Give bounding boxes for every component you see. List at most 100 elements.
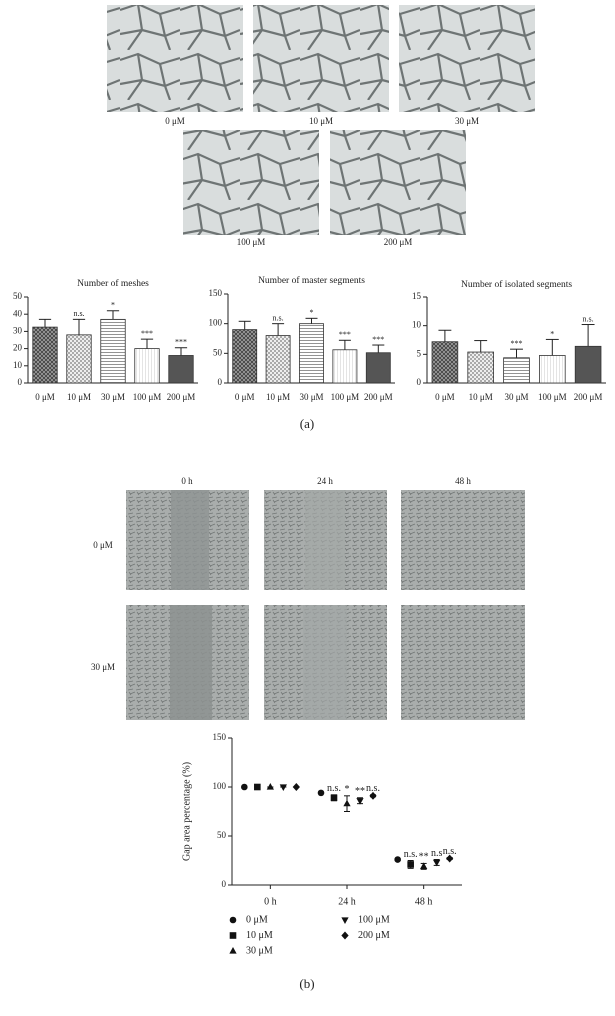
legend-marker xyxy=(229,932,237,939)
wound-gap xyxy=(305,490,345,590)
bar xyxy=(574,345,602,384)
x-tick-label: 10 μM xyxy=(469,392,493,402)
column-label: 0 h xyxy=(181,476,193,486)
legend-label: 100 μM xyxy=(358,914,390,925)
y-tick-label: 100 xyxy=(213,781,227,791)
x-tick-label: 0 h xyxy=(264,896,277,907)
bar xyxy=(332,349,358,384)
significance-label: n.s. xyxy=(583,314,594,323)
panel-label: (b) xyxy=(299,976,314,991)
x-tick-label: 100 μM xyxy=(133,392,162,402)
bar xyxy=(539,355,566,384)
chart-title: Number of master segments xyxy=(258,275,365,286)
y-tick-label: 10 xyxy=(13,360,23,370)
significance-label: n.s. xyxy=(327,783,341,794)
significance-label: n.s. xyxy=(404,849,418,860)
y-tick-label: 20 xyxy=(13,343,23,353)
significance-label: *** xyxy=(511,339,523,348)
image-label: 0 μM xyxy=(165,116,185,126)
bar xyxy=(467,351,494,384)
significance-label: *** xyxy=(141,329,153,338)
legend-label: 10 μM xyxy=(246,930,273,941)
marker xyxy=(266,783,274,790)
y-tick-label: 0 xyxy=(222,879,227,889)
significance-label: n.s xyxy=(431,848,443,859)
x-tick-label: 200 μM xyxy=(364,392,393,402)
y-axis-label: Gap area percentage (%) xyxy=(181,762,192,861)
image-label: 10 μM xyxy=(309,116,333,126)
y-tick-label: 150 xyxy=(213,732,227,742)
x-tick-label: 0 μM xyxy=(35,392,55,402)
marker xyxy=(292,783,300,791)
marker xyxy=(420,862,428,870)
marker xyxy=(254,783,261,791)
legend-marker xyxy=(229,916,237,924)
micrograph xyxy=(183,130,319,235)
bar xyxy=(66,334,92,384)
y-tick-label: 50 xyxy=(13,291,23,301)
significance-label: *** xyxy=(175,338,187,347)
marker xyxy=(317,789,325,797)
marker xyxy=(279,784,287,791)
bar xyxy=(134,348,160,384)
x-tick-label: 0 μM xyxy=(235,392,255,402)
marker xyxy=(330,794,338,802)
marker xyxy=(446,854,454,863)
marker xyxy=(394,856,401,863)
y-tick-label: 0 xyxy=(417,377,422,387)
y-tick-label: 15 xyxy=(412,291,422,301)
micrograph xyxy=(253,5,389,112)
bar xyxy=(431,341,459,384)
row-label: 30 μM xyxy=(91,662,115,672)
marker xyxy=(407,861,414,868)
x-tick-label: 100 μM xyxy=(538,392,567,402)
marker xyxy=(241,783,248,791)
marker xyxy=(433,859,441,867)
wound-gap xyxy=(303,605,347,720)
significance-label: ** xyxy=(419,852,429,863)
x-tick-label: 10 μM xyxy=(266,392,290,402)
micrograph xyxy=(107,5,243,112)
y-tick-label: 40 xyxy=(13,308,23,318)
y-tick-label: 50 xyxy=(217,830,227,840)
legend-label: 200 μM xyxy=(358,930,390,941)
significance-label: *** xyxy=(372,335,384,344)
chart-title: Number of meshes xyxy=(77,278,149,289)
legend-label: 30 μM xyxy=(246,945,273,956)
significance-label: n.s. xyxy=(273,313,284,322)
y-tick-label: 5 xyxy=(417,348,422,358)
micrographs xyxy=(107,5,535,720)
x-tick-label: 200 μM xyxy=(574,392,603,402)
significance-label: * xyxy=(345,784,350,795)
wound-gap xyxy=(171,490,209,590)
micrograph xyxy=(401,490,525,590)
row-label: 0 μM xyxy=(93,540,113,550)
significance-label: *** xyxy=(339,330,351,339)
x-tick-label: 0 μM xyxy=(435,392,455,402)
significance-label: * xyxy=(550,329,554,338)
bar xyxy=(265,335,291,384)
bar xyxy=(232,329,258,384)
y-tick-label: 10 xyxy=(412,320,422,330)
y-tick-label: 50 xyxy=(213,347,223,357)
x-tick-label: 30 μM xyxy=(299,392,323,402)
image-label: 100 μM xyxy=(237,237,266,247)
bar xyxy=(503,357,530,384)
y-tick-label: 0 xyxy=(18,377,23,387)
bar xyxy=(32,326,58,384)
significance-label: n.s. xyxy=(73,309,84,318)
chart-title: Number of isolated segments xyxy=(461,279,572,290)
marker xyxy=(343,799,351,807)
marker xyxy=(369,791,377,800)
marker xyxy=(356,798,364,805)
significance-label: ** xyxy=(355,786,365,797)
significance-label: n.s. xyxy=(443,846,457,857)
significance-label: n.s. xyxy=(366,783,380,794)
legend-label: 0 μM xyxy=(246,914,268,925)
wound-gap xyxy=(170,605,212,720)
x-tick-label: 10 μM xyxy=(67,392,91,402)
bar xyxy=(299,323,324,384)
legend-marker xyxy=(229,947,237,954)
micrograph xyxy=(399,5,535,112)
x-tick-label: 30 μM xyxy=(101,392,125,402)
